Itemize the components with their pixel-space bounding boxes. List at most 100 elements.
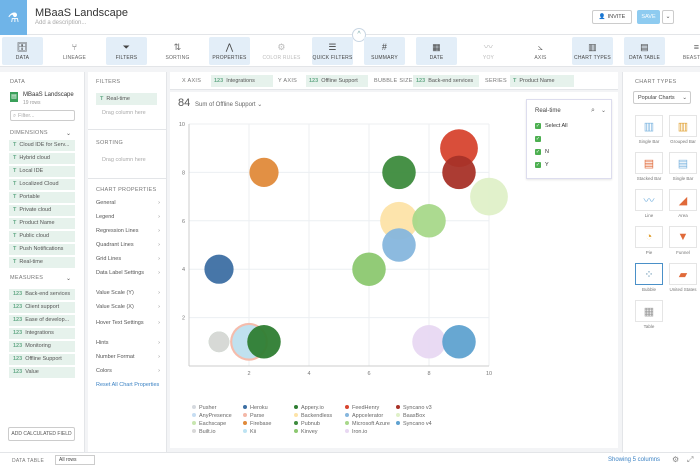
toolbar-filters-button[interactable]: ⏷ FILTERS bbox=[106, 37, 147, 65]
filter-option[interactable]: ✓ Select All bbox=[535, 123, 568, 129]
toolbar-date-button[interactable]: ▦ DATE bbox=[416, 37, 457, 65]
dimension-pill[interactable]: T Public cloud bbox=[9, 231, 75, 242]
legend-entry[interactable]: Microsoft Azure bbox=[352, 421, 390, 427]
legend-entry[interactable]: Iron.io bbox=[352, 429, 367, 435]
chevron-down-icon[interactable]: ⌄ bbox=[601, 108, 607, 114]
dimension-pill[interactable]: T Localized Cloud bbox=[9, 179, 75, 190]
chart-type-united-states[interactable]: ▰ United States bbox=[669, 263, 697, 295]
series-field[interactable]: T Product Name bbox=[510, 75, 574, 87]
chart-type-pie[interactable]: ◔ Pie bbox=[635, 226, 663, 258]
bubble-syncano-v4[interactable] bbox=[442, 325, 476, 359]
legend-entry[interactable]: Kinvey bbox=[301, 429, 318, 435]
filter-option[interactable]: ✓ Y bbox=[535, 162, 549, 168]
toolbar-lineage-button[interactable]: ⑂ LINEAGE bbox=[54, 37, 95, 65]
chart-type-single-bar[interactable]: ▤ Single Bar bbox=[669, 152, 697, 184]
toolbar-data-table-button[interactable]: ▤ DATA TABLE bbox=[624, 37, 665, 65]
chart-property-item[interactable]: Data Label Settings › bbox=[96, 270, 160, 277]
dimension-pill[interactable]: T Portable bbox=[9, 192, 75, 203]
bubble-appcelerator[interactable] bbox=[382, 228, 416, 262]
y-axis-field[interactable]: 123 Offline Support bbox=[306, 75, 368, 87]
toolbar-quick-filters-button[interactable]: ☰ QUICK FILTERS bbox=[312, 37, 353, 65]
showing-columns-link[interactable]: Showing 5 columns bbox=[608, 457, 661, 463]
add-calculated-field-button[interactable]: ADD CALCULATED FIELD bbox=[8, 427, 75, 441]
chart-property-item[interactable]: General › bbox=[96, 200, 160, 207]
bubble-built-io[interactable] bbox=[208, 331, 230, 353]
filters-drop-zone[interactable]: Drag column here bbox=[102, 110, 146, 116]
toolbar-properties-button[interactable]: ⋀ PROPERTIES bbox=[209, 37, 250, 65]
legend-entry[interactable]: Appery.io bbox=[301, 405, 324, 411]
legend-entry[interactable]: BaasBox bbox=[403, 413, 425, 419]
chart-type-funnel[interactable]: ▼ Funnel bbox=[669, 226, 697, 258]
legend-entry[interactable]: Eachscape bbox=[199, 421, 226, 427]
dimension-pill[interactable]: T Local IDE bbox=[9, 166, 75, 177]
chart-property-item[interactable]: Legend › bbox=[96, 214, 160, 221]
legend-entry[interactable]: Appcelerator bbox=[352, 413, 383, 419]
chart-property-item[interactable]: Value Scale (X) › bbox=[96, 304, 160, 311]
dimensions-chevron-icon[interactable]: ⌄ bbox=[66, 131, 72, 137]
bubble-baasbox[interactable] bbox=[470, 177, 508, 216]
bubble-appery-io[interactable] bbox=[247, 325, 281, 359]
bubble-pubnub[interactable] bbox=[382, 155, 416, 190]
chart-property-item[interactable]: Grid Lines › bbox=[96, 256, 160, 263]
legend-entry[interactable]: Backendless bbox=[301, 413, 332, 419]
reset-properties-link[interactable]: Reset All Chart Properties bbox=[96, 382, 160, 388]
bubble-size-field[interactable]: 123 Back-end services bbox=[413, 75, 479, 87]
measure-pill[interactable]: 123 Client support bbox=[9, 302, 75, 313]
dimension-pill[interactable]: T Private cloud bbox=[9, 205, 75, 216]
sorting-drop-zone[interactable]: Drag column here bbox=[102, 157, 146, 163]
invite-button[interactable]: 👤 INVITE bbox=[592, 10, 632, 24]
source-name[interactable]: MBaaS Landscape bbox=[23, 92, 74, 98]
chart-type-grouped-bar[interactable]: ▥ Grouped Bar bbox=[669, 115, 697, 147]
search-icon[interactable]: ⌕ bbox=[591, 107, 595, 114]
dimension-pill[interactable]: T Hybrid cloud bbox=[9, 153, 75, 164]
chart-property-item[interactable]: Regression Lines › bbox=[96, 228, 160, 235]
bubble-feedhenry[interactable] bbox=[440, 129, 478, 168]
measures-chevron-icon[interactable]: ⌄ bbox=[66, 276, 72, 282]
dimension-pill[interactable]: T Push Notifications bbox=[9, 244, 75, 255]
legend-entry[interactable]: Kii bbox=[250, 429, 256, 435]
bubble-syncano-v3[interactable] bbox=[442, 155, 476, 190]
filter-option[interactable]: ✓ bbox=[535, 136, 545, 142]
document-title[interactable]: MBaaS Landscape bbox=[35, 7, 128, 19]
bubble-microsoft-azure[interactable] bbox=[412, 204, 446, 238]
chart-type-stacked-bar[interactable]: ▤ Stacked Bar bbox=[635, 152, 663, 184]
measure-pill[interactable]: 123 Ease of develop... bbox=[9, 315, 75, 326]
chart-property-item[interactable]: Hover Text Settings › bbox=[96, 320, 160, 327]
chart-property-item[interactable]: Value Scale (Y) › bbox=[96, 290, 160, 297]
collapse-toolbar-icon[interactable]: ^ bbox=[352, 28, 366, 42]
legend-entry[interactable]: Heroku bbox=[250, 405, 268, 411]
chart-type-single-bar[interactable]: ▥ Single Bar bbox=[635, 115, 663, 147]
bubble-iron-io[interactable] bbox=[412, 325, 446, 359]
summary-title[interactable]: Sum of Offline Support ⌄ bbox=[195, 101, 262, 108]
legend-entry[interactable]: Pubnub bbox=[301, 421, 320, 427]
chart-category-select[interactable]: Popular Charts ⌄ bbox=[633, 91, 691, 104]
document-description[interactable]: Add a description... bbox=[35, 20, 87, 26]
toolbar-sorting-button[interactable]: ⇅ SORTING bbox=[157, 37, 198, 65]
x-axis-field[interactable]: 123 Integrations bbox=[211, 75, 273, 87]
measure-pill[interactable]: 123 Back-end services bbox=[9, 289, 75, 300]
bubble-firebase[interactable] bbox=[249, 157, 279, 187]
filter-option[interactable]: ✓ N bbox=[535, 149, 549, 155]
chart-type-bubble[interactable]: ⁘ Bubble bbox=[635, 263, 663, 295]
chart-property-item[interactable]: Quadrant Lines › bbox=[96, 242, 160, 249]
bubble-kinvey[interactable] bbox=[352, 252, 386, 286]
chart-type-area[interactable]: ◢ Area bbox=[669, 189, 697, 221]
legend-entry[interactable]: Syncano v3 bbox=[403, 405, 432, 411]
dimension-pill[interactable]: T Cloud IDE for Serv... bbox=[9, 140, 75, 151]
filter-input[interactable]: ⌕ Filter... bbox=[10, 110, 75, 121]
legend-entry[interactable]: Parse bbox=[250, 413, 264, 419]
toolbar-axis-button[interactable]: ⦣ AXIS bbox=[520, 37, 561, 65]
toolbar-data-button[interactable]: 🗄 DATA bbox=[2, 37, 43, 65]
measure-pill[interactable]: 123 Offline Support bbox=[9, 354, 75, 365]
legend-entry[interactable]: Syncano v4 bbox=[403, 421, 432, 427]
save-button[interactable]: SAVE bbox=[637, 10, 660, 24]
toolbar-summary-button[interactable]: # SUMMARY bbox=[364, 37, 405, 65]
bubble-backendless[interactable] bbox=[380, 201, 418, 240]
toolbar-chart-types-button[interactable]: ▥ CHART TYPES bbox=[572, 37, 613, 65]
legend-entry[interactable]: FeedHenry bbox=[352, 405, 379, 411]
legend-entry[interactable]: AnyPresence bbox=[199, 413, 232, 419]
flask-logo-icon[interactable]: ⚗ bbox=[0, 0, 27, 35]
rows-select[interactable]: All rows bbox=[55, 455, 95, 465]
chart-property-item[interactable]: Number Format › bbox=[96, 354, 160, 361]
measure-pill[interactable]: 123 Value bbox=[9, 367, 75, 378]
